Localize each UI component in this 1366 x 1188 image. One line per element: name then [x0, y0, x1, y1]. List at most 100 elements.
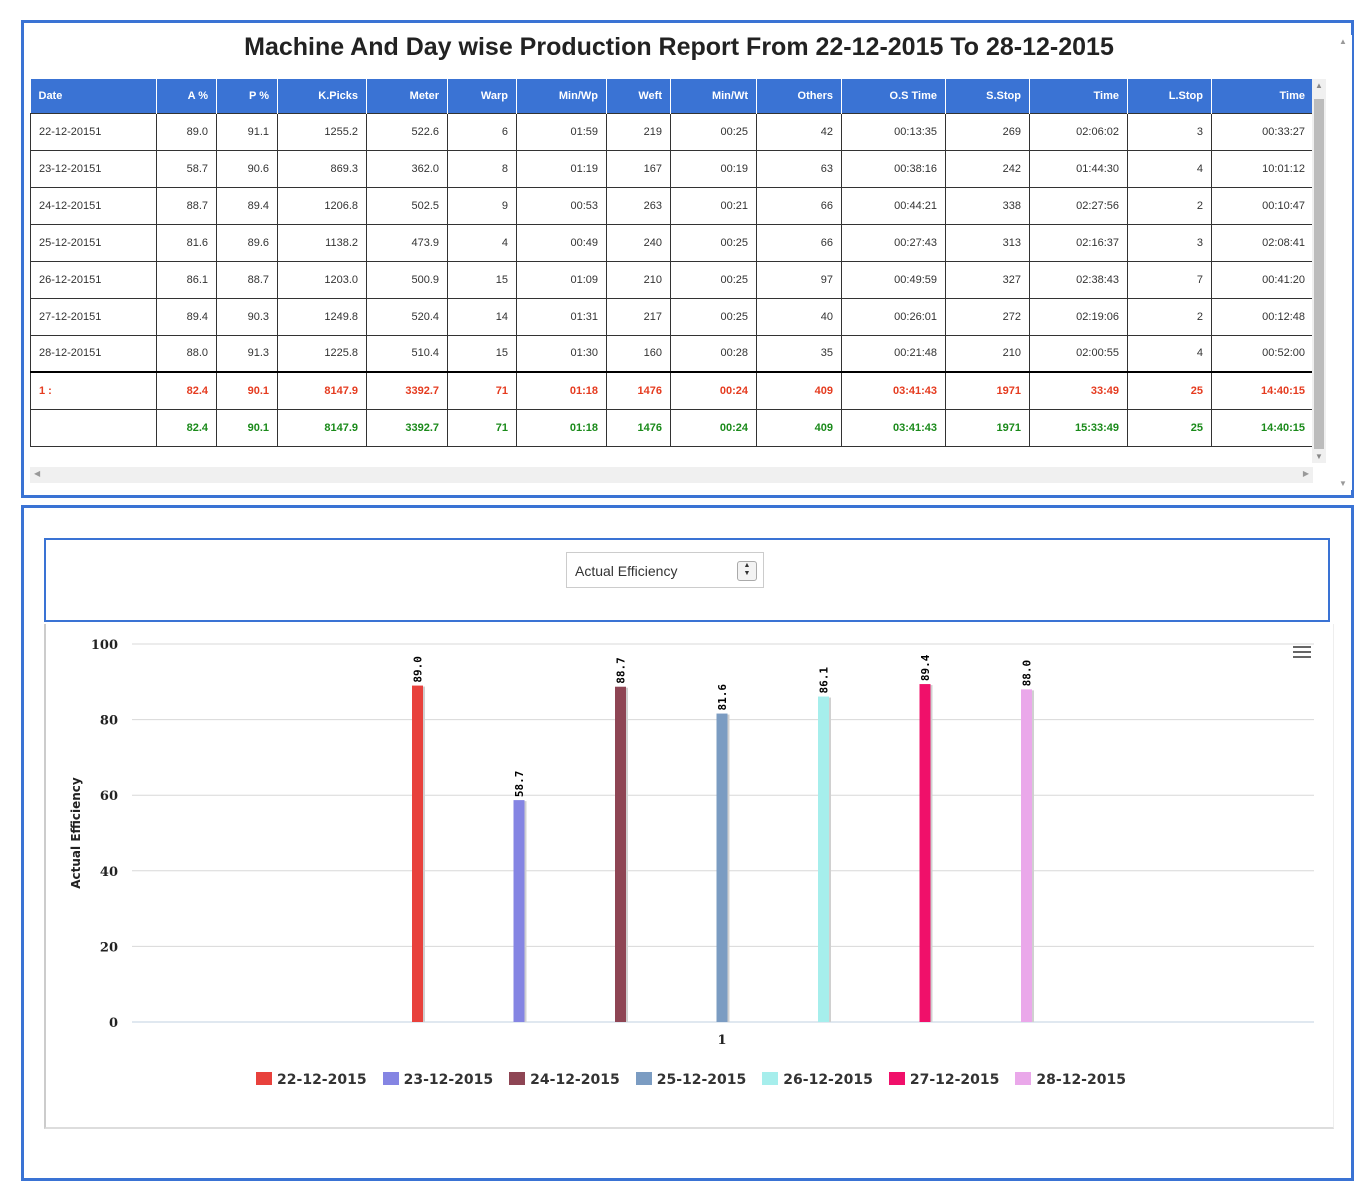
table-cell: 24-12-20151	[30, 186, 157, 225]
table-cell: 26-12-20151	[30, 260, 157, 299]
bar	[919, 684, 931, 1022]
table-cell: 02:06:02	[1029, 112, 1128, 151]
data-label: 86.1	[818, 667, 831, 694]
bar	[615, 686, 626, 1022]
table-row: 25-12-20151 81.6 89.6 1138.2 473.9 4 00:49 240 0…	[30, 223, 1313, 262]
table-cell: 25-12-20151	[30, 223, 157, 262]
legend-item[interactable]: 22-12-2015	[256, 1072, 367, 1088]
table-cell: 01:19	[516, 149, 607, 188]
table-cell: 00:26:01	[841, 297, 946, 336]
table-cell: 1249.8	[277, 297, 367, 336]
report-title: Machine And Day wise Production Report F…	[244, 33, 1114, 61]
table-cell: 91.3	[216, 334, 278, 373]
column-header[interactable]: A %	[156, 79, 217, 113]
column-header[interactable]: L.Stop	[1127, 79, 1212, 113]
scroll-down-arrow-icon[interactable]: ▼	[1315, 452, 1323, 461]
data-label: 81.6	[716, 684, 729, 711]
table-cell: 88.7	[216, 260, 278, 299]
table-cell: 03:41:43	[841, 408, 946, 447]
column-header[interactable]: O.S Time	[841, 79, 946, 113]
select-spinner-icon[interactable]: ▲ ▼	[737, 561, 757, 581]
bar	[818, 696, 829, 1022]
table-cell: 88.0	[156, 334, 217, 373]
scroll-down-arrow-icon[interactable]: ▼	[1339, 479, 1347, 488]
scroll-up-arrow-icon[interactable]: ▲	[1339, 37, 1347, 46]
column-header[interactable]: Date	[30, 79, 157, 113]
column-header[interactable]: Time	[1029, 79, 1128, 113]
legend-label: 28-12-2015	[1036, 1072, 1126, 1088]
table-cell: 66	[756, 223, 842, 262]
metric-select[interactable]: Actual Efficiency ▲ ▼	[566, 552, 764, 588]
table-row: 23-12-20151 58.7 90.6 869.3 362.0 8 01:19 167 00…	[30, 149, 1313, 188]
scroll-right-arrow-icon[interactable]: ▶	[1302, 469, 1309, 478]
legend-label: 26-12-2015	[783, 1072, 873, 1088]
column-header[interactable]: Time	[1211, 79, 1313, 113]
table-cell: 8	[447, 149, 517, 188]
table-cell: 00:25	[670, 297, 757, 336]
table-cell: 01:30	[516, 334, 607, 373]
column-header[interactable]: S.Stop	[945, 79, 1030, 113]
table-cell: 313	[945, 223, 1030, 262]
y-tick-label: 80	[100, 714, 118, 729]
column-header[interactable]: Warp	[447, 79, 517, 113]
table-cell: 1138.2	[277, 223, 367, 262]
table-cell: 263	[606, 186, 671, 225]
table-cell: 00:53	[516, 186, 607, 225]
table-cell: 167	[606, 149, 671, 188]
legend-item[interactable]: 27-12-2015	[888, 1072, 999, 1088]
legend-swatch	[382, 1072, 399, 1085]
scroll-up-arrow-icon[interactable]: ▲	[1315, 81, 1323, 90]
table-cell: 10:01:12	[1211, 149, 1313, 188]
data-label: 88.7	[615, 657, 628, 684]
legend-item[interactable]: 28-12-2015	[1015, 1072, 1126, 1088]
table-cell: 7	[1127, 260, 1212, 299]
table-cell: 1225.8	[277, 334, 367, 373]
y-tick-label: 0	[109, 1016, 118, 1031]
table-horizontal-scrollbar[interactable]: ◀ ▶	[30, 467, 1313, 483]
data-label: 88.0	[1021, 660, 1034, 687]
table-cell: 02:16:37	[1029, 223, 1128, 262]
legend-item[interactable]: 26-12-2015	[762, 1072, 873, 1088]
table-cell: 217	[606, 297, 671, 336]
legend-item[interactable]: 24-12-2015	[509, 1072, 620, 1088]
table-cell: 327	[945, 260, 1030, 299]
y-tick-label: 100	[91, 638, 118, 653]
table-cell: 00:25	[670, 112, 757, 151]
column-header[interactable]: Min/Wp	[516, 79, 607, 113]
table-cell: 00:13:35	[841, 112, 946, 151]
column-header[interactable]: P %	[216, 79, 278, 113]
column-header[interactable]: Weft	[606, 79, 671, 113]
table-cell: 3	[1127, 223, 1212, 262]
scrollbar-thumb[interactable]	[1314, 99, 1324, 449]
table-cell: 88.7	[156, 186, 217, 225]
x-tick-label: 1	[717, 1033, 726, 1048]
legend-swatch	[509, 1072, 526, 1085]
table-cell: 9	[447, 186, 517, 225]
table-cell: 25	[1127, 408, 1212, 447]
legend-item[interactable]: 25-12-2015	[635, 1072, 746, 1088]
table-vertical-scrollbar[interactable]: ▲ ▼	[1312, 79, 1326, 463]
report-table: Date A % P % K.Picks Meter Warp Min/Wp Weft Min/…	[30, 79, 1313, 447]
chart-area: 0 20 40 60 80 100 Actual Efficiency 89.0 58.7 88.…	[44, 624, 1334, 1129]
table-cell: 02:19:06	[1029, 297, 1128, 336]
panel-vertical-scrollbar[interactable]: ▲ ▼	[1334, 35, 1352, 490]
column-header[interactable]: Meter	[366, 79, 448, 113]
legend-item[interactable]: 23-12-2015	[382, 1072, 493, 1088]
table-cell: 71	[447, 408, 517, 447]
table-cell: 01:18	[516, 371, 607, 410]
table-cell: 81.6	[156, 223, 217, 262]
column-header[interactable]: Min/Wt	[670, 79, 757, 113]
column-header[interactable]: K.Picks	[277, 79, 367, 113]
table-cell: 00:27:43	[841, 223, 946, 262]
table-cell: 473.9	[366, 223, 448, 262]
table-cell: 15:33:49	[1029, 408, 1128, 447]
scroll-left-arrow-icon[interactable]: ◀	[34, 469, 41, 478]
column-header[interactable]: Others	[756, 79, 842, 113]
table-row: 22-12-20151 89.0 91.1 1255.2 522.6 6 01:59 219 0…	[30, 112, 1313, 151]
table-cell: 27-12-20151	[30, 297, 157, 336]
table-cell	[30, 408, 157, 447]
table-cell: 2	[1127, 186, 1212, 225]
table-row: 28-12-20151 88.0 91.3 1225.8 510.4 15 01:30 160…	[30, 334, 1313, 373]
hamburger-menu-icon[interactable]	[1293, 646, 1311, 660]
table-cell: 71	[447, 371, 517, 410]
